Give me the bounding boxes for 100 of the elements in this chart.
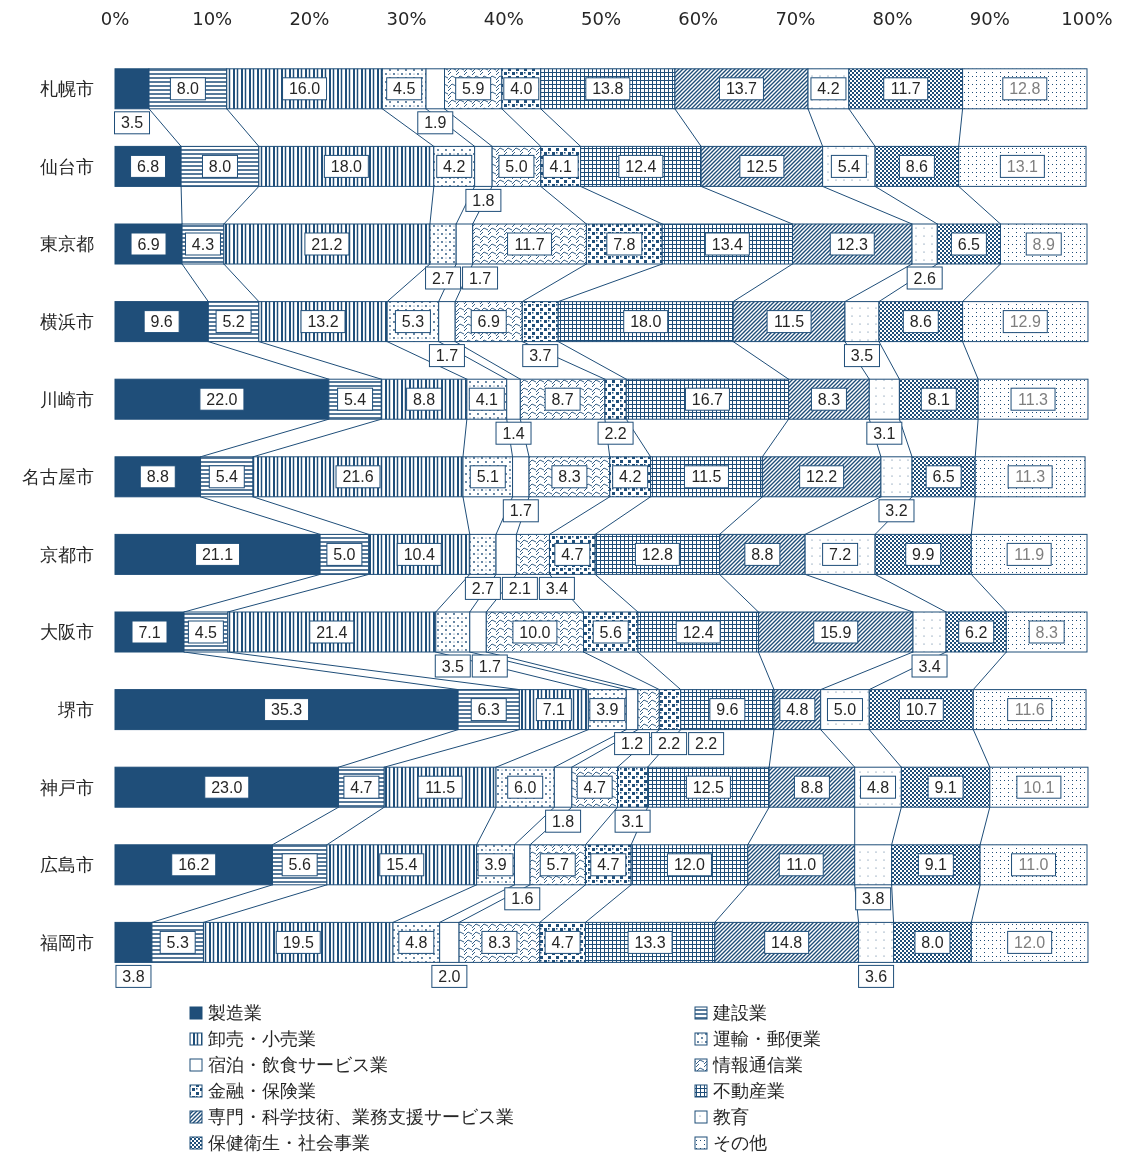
data-label: 13.8 [592,80,624,98]
data-label: 3.8 [862,890,885,908]
data-label: 4.7 [561,546,584,563]
data-label: 6.5 [957,235,981,253]
data-label: 21.4 [316,623,348,641]
data-label: 2.7 [431,269,455,287]
data-label: 11.6 [1014,701,1045,719]
data-label: 4.8 [786,701,809,719]
data-label: 11.5 [774,313,805,331]
data-label: 8.6 [909,313,933,331]
data-label: 18.0 [630,313,662,331]
data-label: 2.2 [657,735,681,753]
data-label: 5.6 [288,856,311,874]
x-tick-label: 0% [100,8,130,30]
data-label: 1.8 [551,812,575,830]
data-label: 4.7 [583,778,606,796]
data-label: 14.8 [771,934,803,951]
x-tick-label: 70% [775,8,816,30]
data-label: 12.3 [836,235,868,253]
data-label: 1.8 [472,192,495,209]
data-label: 3.5 [441,657,464,675]
data-label: 11.3 [1015,468,1046,486]
y-tick-label: 福岡市 [40,931,94,953]
data-label: 8.9 [1032,235,1055,253]
data-label: 12.0 [1014,934,1046,951]
data-label: 4.2 [817,80,840,98]
data-label: 3.1 [621,812,644,830]
legend-label: 宿泊・飲食サービス業 [208,1054,388,1076]
data-label: 11.5 [425,778,456,796]
data-label: 10.0 [519,623,551,641]
data-label: 15.4 [386,856,418,874]
data-label: 2.6 [913,269,936,287]
data-label: 4.5 [194,623,218,641]
data-label: 1.4 [502,424,525,442]
data-label: 4.7 [551,934,574,951]
data-label: 22.0 [206,390,238,408]
y-tick-label: 仙台市 [40,155,94,177]
data-label: 11.0 [786,856,817,874]
data-label: 11.7 [890,80,921,98]
data-label: 7.1 [138,623,161,641]
data-label: 5.1 [476,468,499,486]
data-label: 8.7 [551,390,574,408]
legend-label: 保健衛生・社会事業 [208,1132,370,1154]
data-label: 13.4 [711,235,744,253]
x-tick-label: 60% [678,8,719,30]
data-label: 13.1 [1006,158,1039,175]
data-label: 1.7 [468,269,492,287]
data-label: 4.7 [350,778,373,796]
data-label: 3.8 [122,968,145,985]
data-label: 3.7 [529,347,552,365]
legend-label: 運輸・郵便業 [713,1028,821,1050]
data-label: 1.6 [511,890,534,908]
data-label: 18.0 [330,158,363,175]
data-label: 2.1 [508,580,532,597]
x-tick-label: 80% [872,8,913,30]
data-label: 6.5 [932,468,955,486]
data-label: 6.8 [136,158,160,175]
data-label: 7.1 [542,701,566,719]
legend-label: 専門・科学技術、業務支援サービス業 [208,1106,514,1128]
data-label: 4.8 [866,778,890,796]
y-tick-label: 名古屋市 [22,466,94,488]
data-label: 11.9 [1014,546,1045,563]
y-tick-label: 大阪市 [40,621,94,643]
data-label: 11.7 [514,235,545,253]
data-label: 2.2 [604,424,627,442]
data-label: 1.2 [620,735,644,753]
y-tick-label: 川崎市 [40,388,94,410]
data-label: 8.8 [412,390,436,408]
legend-label: 情報通信業 [712,1054,803,1076]
data-label: 2.7 [471,580,495,597]
data-label: 21.1 [201,546,234,563]
x-tick-label: 40% [483,8,524,30]
data-label: 5.4 [343,390,367,408]
data-label: 19.5 [282,934,314,951]
data-label: 4.8 [405,934,428,951]
y-tick-label: 札幌市 [40,78,94,100]
data-label: 3.9 [484,856,507,874]
data-label: 12.0 [673,856,706,874]
data-label: 8.3 [1035,623,1058,641]
legend-label: 建設業 [712,1002,767,1024]
data-label: 9.6 [716,701,739,719]
x-tick-label: 50% [580,8,622,30]
data-label: 12.4 [682,623,714,641]
data-label: 10.4 [403,546,435,563]
y-tick-label: 広島市 [40,854,94,876]
data-label: 13.2 [307,313,339,331]
data-label: 3.5 [120,114,144,132]
data-label: 4.1 [549,158,572,175]
data-label: 15.9 [820,623,852,641]
data-label: 8.0 [176,80,200,98]
y-tick-label: 京都市 [40,543,94,565]
data-label: 4.7 [597,856,620,874]
data-label: 5.3 [401,313,425,331]
data-label: 4.3 [191,235,215,253]
data-label: 11.0 [1018,856,1049,874]
data-label: 16.2 [178,856,210,874]
data-label: 13.7 [725,80,758,98]
data-label: 6.9 [137,235,160,253]
legend-label: 不動産業 [713,1080,785,1102]
data-label: 3.9 [596,701,619,719]
